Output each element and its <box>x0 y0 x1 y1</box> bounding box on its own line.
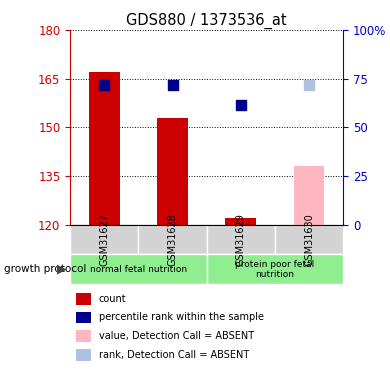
Text: growth protocol: growth protocol <box>4 264 86 274</box>
Title: GDS880 / 1373536_at: GDS880 / 1373536_at <box>126 12 287 28</box>
Bar <box>76 293 90 305</box>
Bar <box>70 254 207 284</box>
Bar <box>275 225 343 254</box>
Text: ▶: ▶ <box>57 263 66 276</box>
Bar <box>225 218 256 225</box>
Text: percentile rank within the sample: percentile rank within the sample <box>99 312 264 322</box>
Bar <box>138 225 207 254</box>
Point <box>306 82 312 88</box>
Text: value, Detection Call = ABSENT: value, Detection Call = ABSENT <box>99 331 254 341</box>
Bar <box>157 118 188 225</box>
Text: protein poor fetal
nutrition: protein poor fetal nutrition <box>235 260 315 279</box>
Point <box>169 82 176 88</box>
Text: GSM31628: GSM31628 <box>168 213 177 266</box>
Bar <box>207 254 343 284</box>
Point <box>101 82 107 88</box>
Bar <box>294 166 324 225</box>
Bar <box>207 225 275 254</box>
Text: GSM31627: GSM31627 <box>99 213 109 266</box>
Text: GSM31629: GSM31629 <box>236 213 246 266</box>
Point <box>238 102 244 108</box>
Bar <box>76 349 90 361</box>
Text: count: count <box>99 294 126 304</box>
Text: rank, Detection Call = ABSENT: rank, Detection Call = ABSENT <box>99 350 249 360</box>
Bar <box>76 312 90 323</box>
Bar <box>89 72 120 225</box>
Text: GSM31630: GSM31630 <box>304 213 314 266</box>
Bar <box>70 225 138 254</box>
Bar <box>76 330 90 342</box>
Text: normal fetal nutrition: normal fetal nutrition <box>90 265 187 274</box>
